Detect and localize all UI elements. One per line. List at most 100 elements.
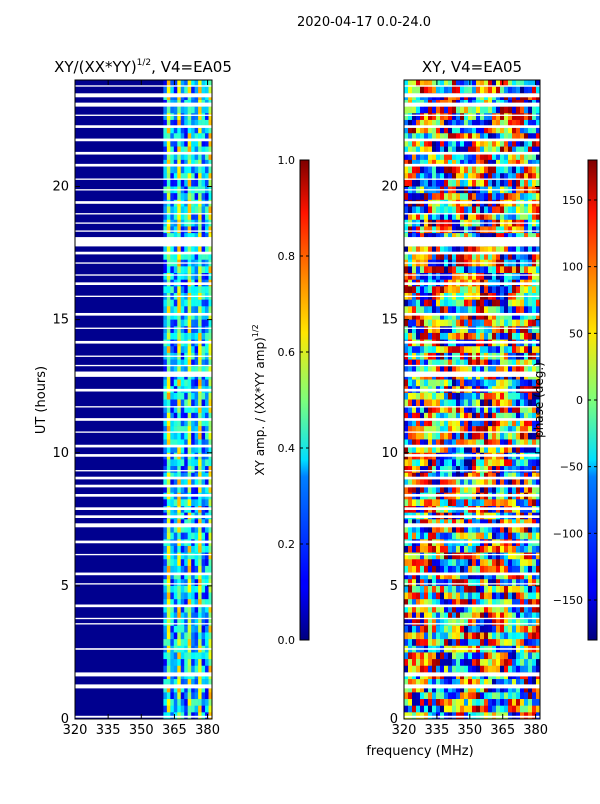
right-heat-cell [436,106,441,114]
right-heat-cell [520,612,525,620]
left-heat-cell [208,552,213,560]
right-heat-cell [428,286,433,294]
right-heat-cell [432,545,437,553]
right-heat-cell [492,119,497,127]
right-heat-cell [404,379,409,387]
right-heat-cell [500,359,505,367]
left-heat-cell [166,399,171,407]
right-heat-cell [504,406,509,414]
right-heat-cell [436,392,441,400]
right-heat-cell [408,179,413,187]
right-heat-cell [492,499,497,507]
right-heat-cell [496,579,501,587]
right-heat-cell [532,625,537,633]
right-heat-cell [504,273,509,280]
left-heat-cell [208,312,213,320]
right-heat-cell [420,619,425,627]
right-heat-cell [480,173,485,181]
right-heat-cell [420,159,425,167]
right-heat-cell [456,153,461,161]
left-heat-cell [170,179,175,187]
right-heat-cell [516,146,521,154]
right-heat-cell [496,665,501,673]
left-heat-cell [170,266,175,274]
right-heat-cell [432,226,437,234]
right-heat-cell [460,179,465,187]
right-heat-cell [516,166,521,174]
left-heat-cell [173,559,178,567]
right-heat-cell [476,126,481,134]
right-heat-cell [412,319,417,327]
right-heat-cell [480,585,485,593]
left-heat-cell [166,392,171,400]
right-heat-cell [408,665,413,673]
right-heat-cell [520,133,525,141]
right-heat-cell [484,559,489,567]
right-heat-cell [432,86,437,94]
left-heat-cell [194,266,199,274]
left-heat-cell [166,572,171,580]
left-heat-cell [163,705,168,713]
right-heat-cell [412,366,417,374]
right-heat-cell [488,619,493,627]
right-heat-cell [448,665,453,673]
right-heat-cell [456,119,461,127]
right-heat-cell [436,486,441,493]
left-heat-cell [205,432,209,440]
left-heat-cell [173,545,178,553]
right-heat-cell [436,366,441,374]
right-heat-cell [516,572,521,580]
right-heat-cell [436,319,441,327]
left-heat-cell [191,312,195,320]
right-heat-cell [520,559,525,567]
right-heat-cell [512,179,517,187]
right-heat-cell [440,86,445,94]
right-heat-cell [496,106,501,114]
right-heat-cell [484,113,489,121]
right-heat-cell [416,446,421,454]
right-heat-cell [404,399,409,407]
left-heat-cell [194,119,199,127]
right-heat-cell [508,565,513,573]
right-heat-cell [524,86,529,94]
right-heat-cell [536,446,541,454]
right-heat-cell [512,312,517,320]
right-heat-cell [436,665,441,673]
right-heat-cell [512,106,517,114]
left-heat-cell [187,233,192,241]
left-heat-cell [184,599,188,607]
right-heat-cell [408,253,413,261]
right-heat-cell [496,392,501,400]
right-heat-cell [416,432,421,440]
right-heat-cell [420,246,425,254]
right-heat-cell [484,605,489,613]
right-heat-cell [432,625,437,633]
right-heat-cell [504,193,509,201]
left-heat-cell [205,572,209,580]
right-heat-cell [480,426,485,434]
right-heat-cell [432,273,437,280]
right-heat-cell [536,685,541,693]
right-heat-cell [492,392,497,400]
left-heat-cell [180,612,185,620]
left-heat-cell [191,126,195,134]
right-heat-cell [404,486,409,493]
right-heat-cell [432,419,437,427]
right-heat-cell [408,699,413,706]
left-heat-cell [208,479,213,487]
right-heat-cell [520,346,525,354]
right-heat-cell [440,246,445,254]
right-heat-cell [504,479,509,487]
flag-gap [75,102,212,107]
right-heat-cell [528,173,533,181]
right-heat-cell [508,625,513,633]
left-heat-cell [173,226,178,234]
right-heat-cell [444,332,449,340]
right-heat-cell [408,419,413,427]
right-heat-cell [424,119,429,127]
flag-gap [75,648,212,650]
right-heat-cell [496,612,501,620]
right-heat-cell [420,572,425,580]
right-heat-cell [420,106,425,114]
right-heat-cell [420,266,425,274]
